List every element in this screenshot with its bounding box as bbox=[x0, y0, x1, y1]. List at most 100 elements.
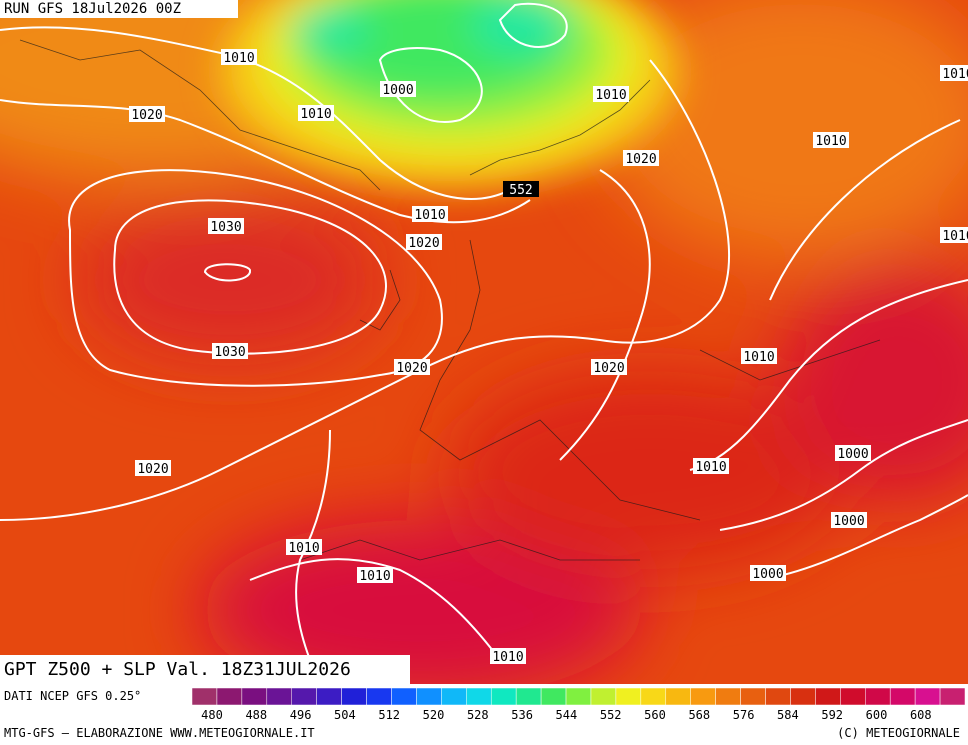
scale-swatch bbox=[914, 687, 941, 706]
label-box bbox=[503, 181, 539, 197]
isobar-label: 1010 bbox=[221, 49, 257, 66]
scale-swatch bbox=[765, 687, 791, 706]
scale-label: 552 bbox=[600, 708, 622, 722]
label-box bbox=[623, 150, 659, 166]
weather-map: 1010 1020 1000 1010 1010 1020 1010 552 1010 1020 1… bbox=[0, 0, 968, 684]
label-box bbox=[741, 348, 777, 364]
isobar-value: 1020 bbox=[625, 152, 656, 167]
scale-swatch bbox=[466, 687, 492, 706]
isobar-label: 1000 bbox=[831, 512, 867, 529]
isobar-label: 1020 bbox=[129, 106, 165, 123]
scale-swatch bbox=[291, 687, 317, 706]
scale-swatch bbox=[341, 687, 367, 706]
isobar-value: 1000 bbox=[752, 567, 783, 582]
scale-swatch bbox=[515, 687, 542, 706]
scale-label: 480 bbox=[201, 708, 223, 722]
label-box bbox=[357, 567, 393, 583]
footer-right: (C) METEOGIORNALE bbox=[837, 726, 960, 740]
isobar-value: 1020 bbox=[137, 462, 168, 477]
isobar-label: 1000 bbox=[835, 445, 871, 462]
scale-swatch bbox=[790, 687, 816, 706]
scale-swatch bbox=[316, 687, 342, 706]
isobar-value: 1000 bbox=[382, 83, 413, 98]
isobar-label: 1010 bbox=[593, 86, 629, 103]
isobar-value: 1010 bbox=[492, 650, 523, 665]
scale-swatch bbox=[615, 687, 642, 706]
label-box bbox=[212, 343, 248, 359]
scale-swatch bbox=[939, 687, 966, 706]
isobar-label: 1010 bbox=[940, 65, 968, 82]
label-box bbox=[490, 648, 526, 664]
isobar-label: 1030 bbox=[212, 343, 248, 360]
isobar-value: 1010 bbox=[942, 67, 968, 82]
label-box bbox=[129, 106, 165, 122]
scale-swatch bbox=[840, 687, 866, 706]
isobar-value: 1010 bbox=[288, 541, 319, 556]
label-box bbox=[286, 539, 322, 555]
footer-left: MTG-GFS — ELABORAZIONE WWW.METEOGIORNALE… bbox=[4, 726, 315, 740]
isobar-value: 1020 bbox=[408, 236, 439, 251]
field bbox=[0, 0, 968, 684]
isobar-label: 1020 bbox=[394, 359, 430, 376]
isobar-value: 1010 bbox=[300, 107, 331, 122]
isobar-value: 1000 bbox=[833, 514, 864, 529]
isobar-label: 1010 bbox=[286, 539, 322, 556]
isobar-label: 1010 bbox=[357, 567, 393, 584]
scale-label: 568 bbox=[688, 708, 710, 722]
isobar-value: 1010 bbox=[595, 88, 626, 103]
scale-label: 520 bbox=[423, 708, 445, 722]
isobar-label: 1000 bbox=[380, 81, 416, 98]
scale-swatch bbox=[715, 687, 741, 706]
label-box bbox=[380, 81, 416, 97]
scale-swatch bbox=[540, 687, 567, 706]
isobar-value: 1010 bbox=[414, 208, 445, 223]
isobar-value: 1020 bbox=[131, 108, 162, 123]
isobar-label: 1020 bbox=[135, 460, 171, 477]
label-box bbox=[135, 460, 171, 476]
isobar-label: 1020 bbox=[623, 150, 659, 167]
isobar-label: 1010 bbox=[298, 105, 334, 122]
isobar-label: 1020 bbox=[406, 234, 442, 251]
isobar-label: 552 bbox=[503, 181, 539, 198]
isobar-value: 1010 bbox=[223, 51, 254, 66]
scale-swatch bbox=[889, 687, 916, 706]
label-box bbox=[593, 86, 629, 102]
label-box bbox=[591, 359, 627, 375]
isobar-label: 1010 bbox=[741, 348, 777, 365]
label-box bbox=[813, 132, 849, 148]
scale-swatch bbox=[241, 687, 268, 706]
scale-label: 512 bbox=[378, 708, 400, 722]
scale-swatch bbox=[366, 687, 392, 706]
scale-swatch bbox=[490, 687, 517, 706]
isobar-value: 1010 bbox=[815, 134, 846, 149]
isobar-value: 1030 bbox=[214, 345, 245, 360]
isobar-label: 1010 bbox=[813, 132, 849, 149]
scale-swatch bbox=[815, 687, 841, 706]
scale-label: 504 bbox=[334, 708, 356, 722]
label-box bbox=[835, 445, 871, 461]
label-box bbox=[298, 105, 334, 121]
scale-swatch bbox=[865, 687, 891, 706]
isobar-value: 1010 bbox=[942, 229, 968, 244]
label-box bbox=[221, 49, 257, 65]
scale-label: 544 bbox=[556, 708, 578, 722]
isobar-value: 1030 bbox=[210, 220, 241, 235]
label-box bbox=[693, 458, 729, 474]
color-scale: 480 488 496 504 512 520 528 536 544 552 560 568 576 5… bbox=[191, 687, 966, 722]
isobar-value: 1020 bbox=[593, 361, 624, 376]
label-box bbox=[412, 206, 448, 222]
label-box bbox=[394, 359, 430, 375]
map-title: GPT Z500 + SLP Val. 18Z31JUL2026 bbox=[0, 655, 410, 684]
scale-swatch bbox=[690, 687, 716, 706]
isobar-label: 1000 bbox=[750, 565, 786, 582]
scale-swatch bbox=[391, 687, 417, 706]
label-box bbox=[940, 227, 968, 243]
isobar-label: 1010 bbox=[490, 648, 526, 665]
isobar-label: 1030 bbox=[208, 218, 244, 235]
scale-swatch bbox=[590, 687, 617, 706]
isobar-value: 1020 bbox=[396, 361, 427, 376]
scale-swatch bbox=[191, 687, 218, 706]
isobar-label: 1010 bbox=[693, 458, 729, 475]
scale-label: 584 bbox=[777, 708, 799, 722]
